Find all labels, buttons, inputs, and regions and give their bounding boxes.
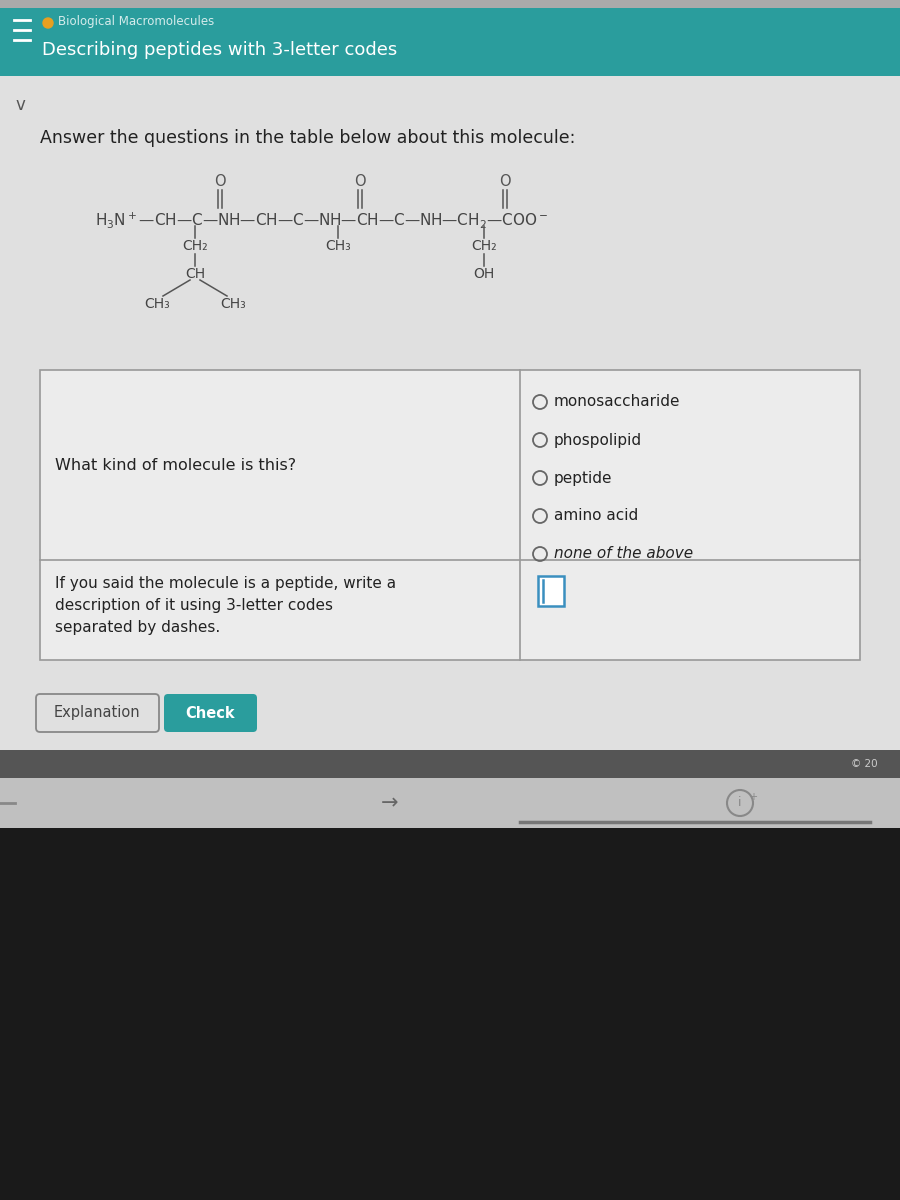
Text: O: O [214,174,226,190]
Circle shape [43,18,53,28]
Text: peptide: peptide [554,470,613,486]
FancyBboxPatch shape [0,8,900,76]
FancyBboxPatch shape [0,0,900,8]
FancyBboxPatch shape [36,694,159,732]
Text: CH₂: CH₂ [182,239,208,253]
Text: v: v [15,96,25,114]
Text: monosaccharide: monosaccharide [554,395,680,409]
Text: CH₃: CH₃ [325,239,351,253]
Text: O: O [355,174,365,190]
Text: phospolipid: phospolipid [554,432,642,448]
FancyBboxPatch shape [0,778,900,828]
Text: What kind of molecule is this?: What kind of molecule is this? [55,457,296,473]
FancyBboxPatch shape [538,576,564,606]
Text: CH₃: CH₃ [144,296,170,311]
Text: Check: Check [185,706,235,720]
Text: Explanation: Explanation [54,706,140,720]
Text: O: O [500,174,511,190]
Text: CH: CH [184,266,205,281]
Text: Describing peptides with 3-letter codes: Describing peptides with 3-letter codes [42,41,397,59]
Text: separated by dashes.: separated by dashes. [55,620,220,635]
Text: description of it using 3-letter codes: description of it using 3-letter codes [55,598,333,613]
FancyBboxPatch shape [40,370,860,660]
FancyBboxPatch shape [0,76,900,828]
Text: CH₃: CH₃ [220,296,246,311]
Text: none of the above: none of the above [554,546,693,562]
Text: amino acid: amino acid [554,509,638,523]
Text: OH: OH [473,266,495,281]
Text: If you said the molecule is a peptide, write a: If you said the molecule is a peptide, w… [55,576,396,590]
FancyBboxPatch shape [0,750,900,778]
Text: i: i [738,797,742,810]
FancyBboxPatch shape [0,828,900,1200]
Text: CH₂: CH₂ [472,239,497,253]
Text: →: → [382,793,399,814]
Text: Answer the questions in the table below about this molecule:: Answer the questions in the table below … [40,128,575,146]
Text: Biological Macromolecules: Biological Macromolecules [58,16,214,29]
Text: +: + [749,792,757,802]
Text: © 20: © 20 [851,758,878,769]
Text: H$_3$N$^+$—CH—C—NH—CH—C—NH—CH—C—NH—CH$_2$—COO$^-$: H$_3$N$^+$—CH—C—NH—CH—C—NH—CH—C—NH—CH$_2… [95,210,548,230]
FancyBboxPatch shape [164,694,257,732]
